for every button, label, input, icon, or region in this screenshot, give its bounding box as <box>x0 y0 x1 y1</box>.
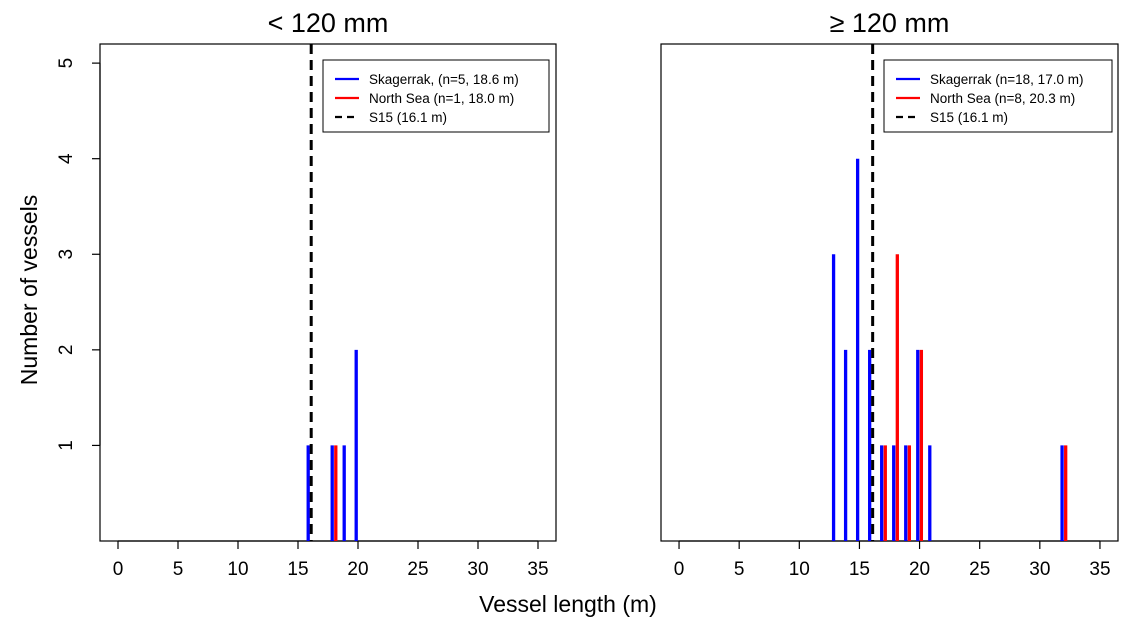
legend-label-s15: S15 (16.1 m) <box>930 110 1008 125</box>
legend-label-north-sea: North Sea (n=1, 18.0 m) <box>369 91 514 106</box>
y-tick-label: 1 <box>56 440 77 451</box>
legend-label-skagerrak: Skagerrak, (n=5, 18.6 m) <box>369 72 519 87</box>
x-tick-label: 30 <box>1029 559 1050 580</box>
x-tick-label: 25 <box>407 559 428 580</box>
x-tick-label: 5 <box>173 559 184 580</box>
x-tick-label: 30 <box>467 559 488 580</box>
y-tick-label: 5 <box>56 58 77 69</box>
x-tick-label: 15 <box>287 559 308 580</box>
x-tick-label: 10 <box>789 559 810 580</box>
legend-label-skagerrak: Skagerrak (n=18, 17.0 m) <box>930 72 1083 87</box>
x-tick-label: 5 <box>734 559 745 580</box>
x-tick-label: 0 <box>113 559 124 580</box>
chart-title: < 120 mm <box>268 8 389 38</box>
x-tick-label: 20 <box>909 559 930 580</box>
x-tick-label: 25 <box>969 559 990 580</box>
chart-panel-1: < 120 mm 0 5 10 15 20 25 30 35 1 2 3 4 5 Skagerrak, (n… <box>56 8 557 580</box>
x-tick-label: 10 <box>227 559 248 580</box>
y-tick-label: 2 <box>56 345 77 356</box>
legend: Skagerrak (n=18, 17.0 m) North Sea (n=8, … <box>883 59 1113 133</box>
x-tick-label: 35 <box>527 559 548 580</box>
chart-title: ≥ 120 mm <box>830 8 950 38</box>
legend: Skagerrak, (n=5, 18.6 m) North Sea (n=1, … <box>322 59 550 133</box>
x-tick-label: 20 <box>347 559 368 580</box>
y-axis-label: Number of vessels <box>16 195 42 385</box>
y-tick-label: 3 <box>56 249 77 260</box>
legend-box <box>322 59 550 133</box>
legend-label-s15: S15 (16.1 m) <box>369 110 447 125</box>
x-tick-label: 15 <box>849 559 870 580</box>
legend-box <box>883 59 1113 133</box>
y-tick-label: 4 <box>56 153 77 164</box>
x-axis-label: Vessel length (m) <box>479 591 657 617</box>
x-tick-label: 0 <box>674 559 685 580</box>
chart-panel-2: ≥ 120 mm 0 5 10 15 20 25 30 35 Skagerrak (n=18, 1… <box>660 8 1119 580</box>
panels: < 120 mm 0 5 10 15 20 25 30 35 1 2 3 4 5 Skagerrak, (n… <box>56 8 1119 580</box>
x-tick-label: 35 <box>1089 559 1110 580</box>
legend-label-north-sea: North Sea (n=8, 20.3 m) <box>930 91 1075 106</box>
